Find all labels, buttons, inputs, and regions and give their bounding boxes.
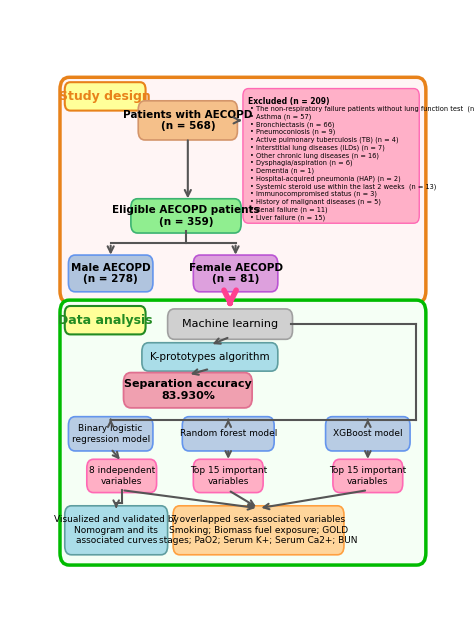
Text: Random forest model: Random forest model [180,429,277,438]
FancyBboxPatch shape [173,506,344,555]
Text: • History of malignant diseases (n = 5): • History of malignant diseases (n = 5) [250,198,381,205]
Text: • Interstitial lung diseases (ILDs) (n = 7): • Interstitial lung diseases (ILDs) (n =… [250,144,385,151]
FancyBboxPatch shape [68,417,153,451]
Text: XGBoost model: XGBoost model [333,429,402,438]
FancyBboxPatch shape [131,198,241,233]
Text: Patients with AECOPD
(n = 568): Patients with AECOPD (n = 568) [123,109,253,131]
Text: Visualized and validated by
Nomogram and its
associated curves: Visualized and validated by Nomogram and… [54,515,179,545]
FancyBboxPatch shape [87,459,156,492]
Text: Top 15 important
variables: Top 15 important variables [329,466,406,486]
Text: Binary logistic
regression model: Binary logistic regression model [72,424,150,443]
Text: Data analysis: Data analysis [58,314,153,327]
Text: Female AECOPD
(n = 81): Female AECOPD (n = 81) [189,263,283,284]
Text: • Bronchiectasis (n = 66): • Bronchiectasis (n = 66) [250,121,335,128]
FancyBboxPatch shape [60,300,426,565]
Text: • The non-respiratory failure patients without lung function test  (n = 30): • The non-respiratory failure patients w… [250,106,474,112]
FancyBboxPatch shape [193,255,278,292]
FancyBboxPatch shape [182,417,274,451]
Text: 8 independent
variables: 8 independent variables [89,466,155,486]
Text: Top 15 important
variables: Top 15 important variables [190,466,267,486]
Text: Separation accuracy
83.930%: Separation accuracy 83.930% [124,380,252,401]
FancyBboxPatch shape [142,343,278,371]
Text: Machine learning: Machine learning [182,319,278,329]
FancyBboxPatch shape [68,255,153,292]
FancyBboxPatch shape [326,417,410,451]
Text: 7 overlapped sex-associated variables
Smoking; Biomass fuel exposure; GOLD
stage: 7 overlapped sex-associated variables Sm… [159,515,358,545]
Text: • Pneumoconiosis (n = 9): • Pneumoconiosis (n = 9) [250,129,336,135]
Text: • Hospital-acquired pneumonia (HAP) (n = 2): • Hospital-acquired pneumonia (HAP) (n =… [250,176,401,182]
Text: Study design: Study design [59,90,151,103]
FancyBboxPatch shape [193,459,263,492]
Text: Male AECOPD
(n = 278): Male AECOPD (n = 278) [71,263,150,284]
Text: • Asthma (n = 57): • Asthma (n = 57) [250,113,311,120]
FancyBboxPatch shape [60,78,426,303]
FancyBboxPatch shape [168,309,292,339]
FancyBboxPatch shape [65,306,146,335]
Text: • Dementia (n = 1): • Dementia (n = 1) [250,168,314,174]
Text: • Other chronic lung diseases (n = 16): • Other chronic lung diseases (n = 16) [250,152,379,158]
Text: • Renal failure (n = 11): • Renal failure (n = 11) [250,206,328,213]
Text: • Immunocompromised status (n = 3): • Immunocompromised status (n = 3) [250,191,377,197]
FancyBboxPatch shape [65,506,168,555]
Text: Eligible AECOPD patients
(n = 359): Eligible AECOPD patients (n = 359) [112,205,260,226]
Text: • Active pulmonary tuberculosis (TB) (n = 4): • Active pulmonary tuberculosis (TB) (n … [250,137,399,143]
FancyBboxPatch shape [124,373,252,408]
Text: • Liver failure (n = 15): • Liver failure (n = 15) [250,214,326,221]
Text: • Systemic steroid use within the last 2 weeks  (n = 13): • Systemic steroid use within the last 2… [250,183,437,190]
FancyBboxPatch shape [138,100,237,140]
FancyBboxPatch shape [65,82,146,111]
Text: Excluded (n = 209): Excluded (n = 209) [248,97,330,106]
FancyBboxPatch shape [243,88,419,223]
FancyBboxPatch shape [333,459,403,492]
Text: K-prototypes algorithm: K-prototypes algorithm [150,352,270,362]
Text: • Dysphagia/aspiration (n = 6): • Dysphagia/aspiration (n = 6) [250,160,353,167]
